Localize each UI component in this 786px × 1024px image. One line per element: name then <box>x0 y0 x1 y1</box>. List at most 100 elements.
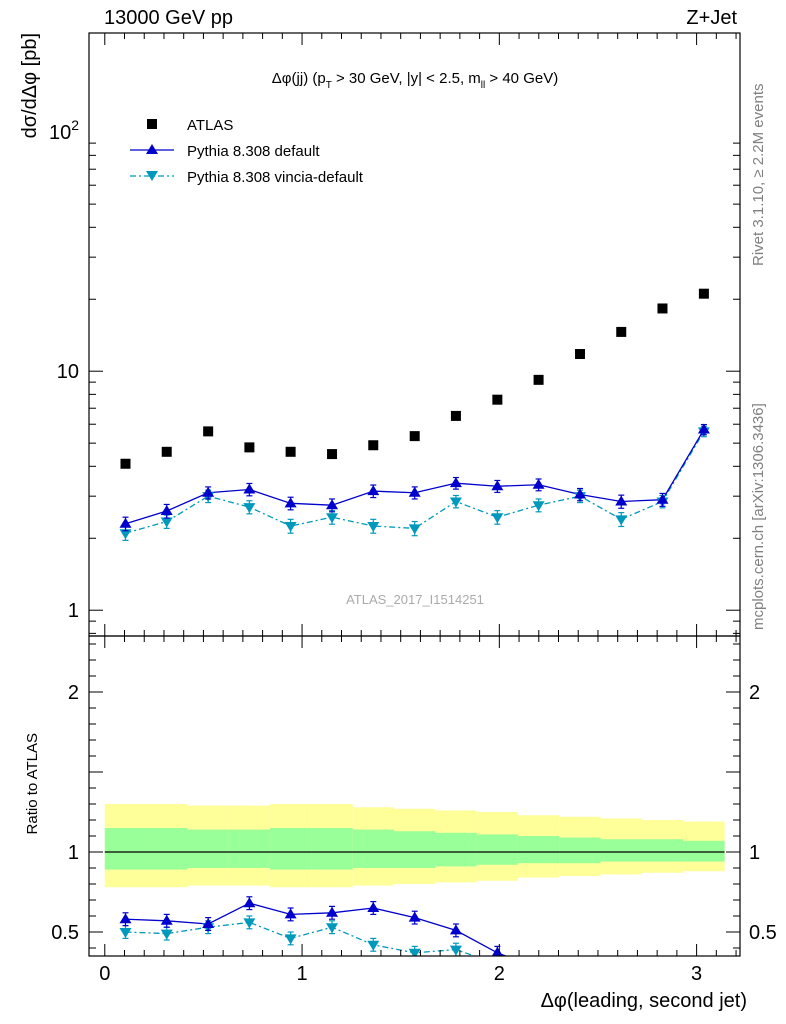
atlas-point <box>327 449 338 460</box>
default-point <box>119 517 132 528</box>
x-tick-label: 3 <box>691 963 702 985</box>
band-inner-bin <box>683 840 725 862</box>
main-ylabel: dσ/dΔφ [pb] <box>19 33 41 138</box>
vincia-point <box>119 529 132 540</box>
default-point <box>532 478 545 489</box>
ratio-y-tick-label-right: 1 <box>749 842 760 864</box>
atlas-point <box>657 303 668 314</box>
ratio-default-point <box>160 914 173 925</box>
ratio-vincia-point <box>449 945 462 956</box>
main-y-tick-label: 10 <box>57 361 79 383</box>
atlas-point <box>698 288 709 299</box>
default-point <box>160 505 173 516</box>
default-point <box>697 423 710 434</box>
ratio-series-layer <box>119 896 545 973</box>
band-inner-bin <box>270 828 312 870</box>
band-inner-bin <box>228 829 271 868</box>
vincia-point <box>326 513 339 524</box>
band-inner-bin <box>104 828 147 870</box>
band-inner-bin <box>352 829 394 868</box>
band-inner-bin <box>641 839 684 862</box>
header-process: Z+Jet <box>686 7 737 29</box>
atlas-point <box>120 458 131 469</box>
ratio-vincia-line <box>125 921 477 956</box>
band-inner-bin <box>393 831 436 868</box>
default-line <box>125 429 705 525</box>
vincia-point <box>284 522 297 533</box>
vincia-point <box>532 501 545 512</box>
atlas-point <box>244 442 255 453</box>
vincia-point <box>408 524 421 535</box>
x-tick-label: 1 <box>296 963 307 985</box>
ratio-vincia-point <box>367 940 380 951</box>
band-inner-bin <box>476 834 518 865</box>
ratio-vincia-point <box>160 929 173 940</box>
ratio-default-point <box>533 963 545 973</box>
ratio-default-point <box>284 908 297 919</box>
band-inner-bin <box>435 832 477 867</box>
legend-label-default: Pythia 8.308 default <box>187 143 320 160</box>
main-y-tick-label: 102 <box>49 117 79 144</box>
vincia-point <box>615 515 628 526</box>
vincia-point <box>491 513 504 524</box>
ratio-default-point <box>202 918 215 928</box>
ratio-default-point <box>243 897 256 908</box>
chart-title: Δφ(jj) (pT > 30 GeV, |y| < 2.5, mll > 40… <box>272 70 558 91</box>
band-inner-bin <box>311 828 353 870</box>
atlas-point <box>575 349 586 360</box>
default-point <box>408 486 421 497</box>
ratio-ylabel: Ratio to ATLAS <box>24 733 41 834</box>
default-point <box>367 485 380 496</box>
legend-marker-vincia <box>146 171 158 181</box>
atlas-point <box>450 410 461 421</box>
band-inner-bin <box>600 839 642 862</box>
ratio-vincia-point <box>243 918 256 929</box>
x-tick-label: 0 <box>99 963 110 985</box>
main-y-tick-label-base: 10 <box>49 122 71 144</box>
band-inner-bin <box>187 829 229 868</box>
ratio-default-point <box>491 946 503 956</box>
default-point <box>326 499 339 510</box>
vincia-point <box>449 497 462 508</box>
mcplots-label: mcplots.cern.ch [arXiv:1306.3436] <box>750 403 767 630</box>
atlas-point <box>409 431 420 442</box>
ratio-y-tick-label-right: 2 <box>749 682 760 704</box>
vincia-point <box>160 517 173 528</box>
ratio-default-point <box>119 913 132 924</box>
default-point <box>574 488 587 499</box>
ratio-y-tick-label-right: 0.5 <box>749 922 777 944</box>
default-point <box>491 480 504 491</box>
ratio-uncertainty-bands <box>104 804 725 888</box>
x-tick-label: 2 <box>494 963 505 985</box>
legend-label-vincia: Pythia 8.308 vincia-default <box>187 169 364 186</box>
legend: ATLAS Pythia 8.308 default Pythia 8.308 … <box>130 117 364 186</box>
ratio-vincia-point <box>408 948 421 956</box>
band-inner-bin <box>559 837 601 864</box>
default-point <box>656 493 669 504</box>
rivet-label: Rivet 3.1.10, ≥ 2.2M events <box>750 84 767 267</box>
legend-label-atlas: ATLAS <box>187 117 233 134</box>
default-point <box>449 477 462 488</box>
main-y-tick-label: 1 <box>68 600 79 622</box>
ratio-default-point <box>367 902 380 912</box>
atlas-point <box>203 426 214 437</box>
atlas-point <box>616 326 627 337</box>
atlas-point <box>161 446 172 457</box>
ratio-default-point <box>326 906 339 917</box>
header-energy: 13000 GeV pp <box>104 7 233 29</box>
atlas-point <box>492 394 503 405</box>
default-point <box>243 483 256 494</box>
band-inner-bin <box>146 828 188 870</box>
ratio-y-tick-label: 1 <box>68 842 79 864</box>
default-point <box>202 486 215 497</box>
vincia-point <box>367 522 380 533</box>
ratio-y-tick-label: 2 <box>68 682 79 704</box>
xlabel: Δφ(leading, second jet) <box>541 990 747 1012</box>
ratio-vincia-point <box>119 928 132 938</box>
band-inner-bin <box>517 836 560 864</box>
atlas-point <box>368 440 379 451</box>
atlas-point <box>285 446 296 457</box>
legend-marker-default <box>146 144 158 154</box>
legend-marker-atlas <box>147 119 157 129</box>
